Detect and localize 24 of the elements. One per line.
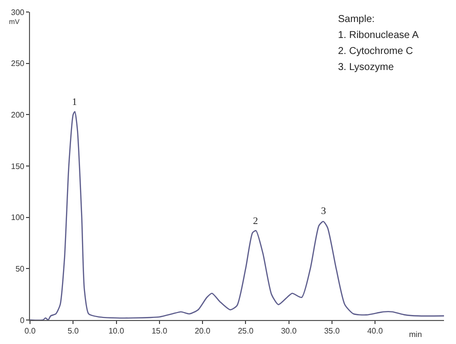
y-tick-label: 0 bbox=[20, 316, 25, 325]
x-tick-label: 25.0 bbox=[238, 326, 254, 336]
y-tick-label: 100 bbox=[11, 213, 25, 222]
x-tick-label: 0.0 bbox=[24, 326, 36, 336]
y-tick-label: 150 bbox=[11, 162, 25, 171]
x-tick-label: 40.0 bbox=[367, 326, 384, 336]
y-tick-label: 300 bbox=[11, 8, 25, 17]
x-axis-title: min bbox=[409, 330, 422, 339]
y-tick-label: 200 bbox=[11, 110, 25, 120]
x-tick-label: 10.0 bbox=[108, 326, 125, 336]
x-tick-label: 15.0 bbox=[152, 326, 168, 336]
annotation: 1 bbox=[72, 97, 77, 108]
annotation: 3 bbox=[321, 206, 326, 217]
y-tick-label: 250 bbox=[11, 59, 25, 68]
annotation: Sample: bbox=[338, 14, 375, 25]
x-tick-label: 30.0 bbox=[280, 326, 298, 336]
annotation: 2. Cytochrome C bbox=[338, 46, 414, 57]
annotation: 3. Lysozyme bbox=[338, 62, 394, 73]
x-tick-label: 35.0 bbox=[324, 326, 340, 336]
annotation: 1. Ribonuclease A bbox=[338, 30, 419, 41]
y-tick-label: 50 bbox=[15, 264, 25, 274]
annotation: 2 bbox=[253, 216, 258, 227]
x-tick-label: 20.0 bbox=[194, 326, 211, 336]
x-tick-label: 5.0 bbox=[68, 326, 80, 336]
